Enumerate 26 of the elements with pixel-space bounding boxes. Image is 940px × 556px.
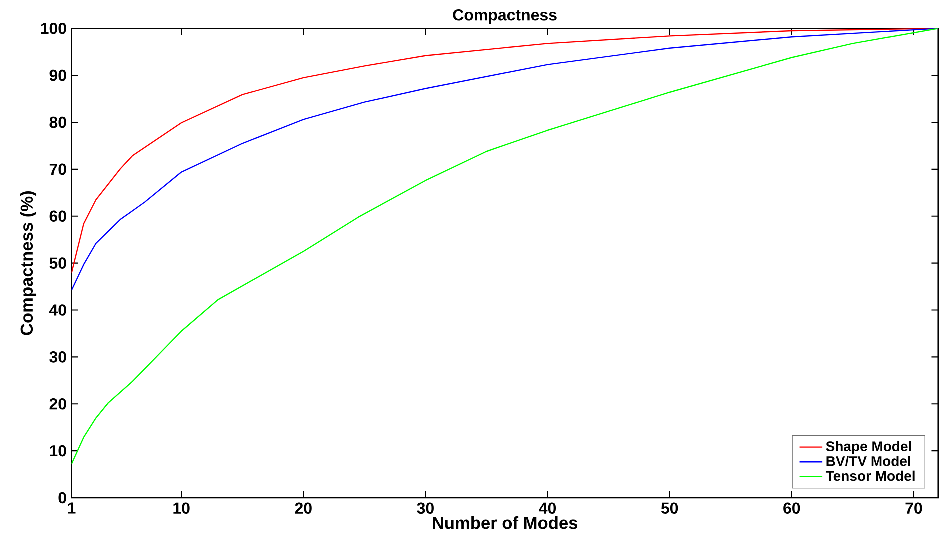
y-tick-label: 50	[50, 258, 66, 269]
legend-label: Shape Model	[826, 441, 912, 454]
x-tick-label: 30	[417, 502, 434, 514]
y-tick-label: 60	[50, 210, 66, 222]
x-axis-title: Number of Modes	[433, 516, 578, 530]
y-tick-label: 10	[50, 445, 66, 457]
y-tick-label: 20	[50, 398, 66, 410]
x-tick-label: 20	[295, 502, 312, 514]
y-tick-label: 100	[41, 23, 66, 34]
y-tick-label: 90	[50, 70, 66, 82]
x-tick-label: 50	[661, 502, 678, 514]
y-tick-label: 80	[50, 116, 66, 128]
line-series	[72, 28, 938, 465]
y-tick-label: 0	[58, 492, 66, 504]
y-tick-label: 30	[50, 352, 66, 363]
x-tick-label: 1	[68, 502, 76, 514]
y-tick-label: 70	[50, 164, 66, 176]
legend-label: Tensor Model	[826, 470, 915, 482]
chart-title: Compactness	[453, 9, 557, 24]
x-tick-label: 70	[906, 502, 922, 514]
legend-label: BV/TV Model	[826, 456, 910, 466]
x-tick-label: 40	[539, 502, 556, 514]
y-axis-title: Compactness (%)	[20, 191, 37, 336]
y-tick-label: 40	[49, 304, 66, 316]
x-tick-label: 60	[784, 502, 800, 514]
x-tick-label: 10	[174, 502, 190, 514]
